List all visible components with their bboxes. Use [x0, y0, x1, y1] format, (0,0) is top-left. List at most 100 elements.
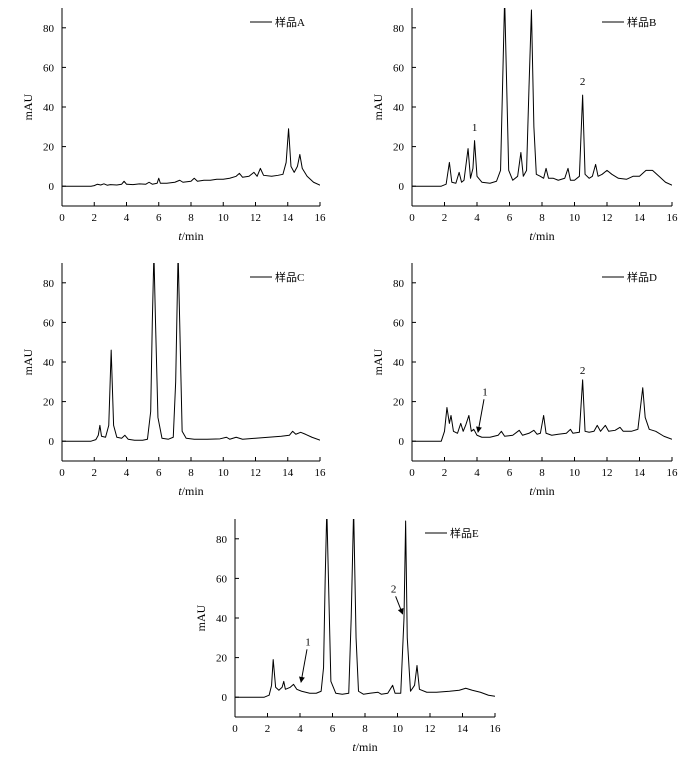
x-tick-label: 4 [474, 212, 480, 224]
x-tick-label: 14 [282, 212, 294, 224]
x-axis-title: t/min [529, 484, 554, 498]
peak-arrow-2 [395, 596, 404, 615]
x-tick-label: 0 [409, 212, 415, 224]
x-tick-label: 16 [315, 212, 327, 224]
x-tick-label: 12 [602, 212, 613, 224]
y-tick-label: 60 [43, 62, 55, 74]
x-axis-title-unit: /min [533, 229, 555, 243]
chart-panel-1: 0 2 4 6 8 10 12 14 16 0 20 40 60 80 t/min mAU 样品A [21, 8, 326, 243]
x-tick-label: 14 [634, 467, 646, 479]
chromatogram-trace [235, 519, 495, 698]
x-tick-label: 4 [474, 467, 480, 479]
y-tick-label: 20 [43, 142, 55, 154]
x-axis-title: t/min [529, 229, 554, 243]
x-tick-label: 4 [124, 467, 130, 479]
x-tick-label: 6 [156, 212, 162, 224]
y-tick-label: 60 [43, 317, 55, 329]
legend-label: 样品B [627, 15, 656, 29]
x-tick-label: 14 [634, 212, 646, 224]
x-tick-label: 10 [392, 723, 404, 735]
x-tick-label: 8 [539, 212, 545, 224]
x-tick-label: 16 [490, 723, 502, 735]
x-axis-title: t/min [352, 740, 377, 754]
x-tick-label: 14 [457, 723, 469, 735]
x-tick-label: 10 [569, 212, 581, 224]
x-tick-label: 12 [250, 212, 261, 224]
x-tick-label: 12 [425, 723, 436, 735]
y-tick-label: 60 [393, 62, 405, 74]
peak-label-2: 2 [580, 76, 586, 88]
x-axis-title-unit: /min [533, 484, 555, 498]
peak-label-1: 1 [305, 636, 311, 648]
y-axis-title: mAU [21, 93, 35, 120]
x-tick-label: 12 [250, 467, 261, 479]
x-axis-title-unit: /min [182, 484, 204, 498]
x-tick-label: 8 [188, 467, 194, 479]
x-tick-label: 0 [59, 467, 65, 479]
chromatogram-trace [412, 379, 672, 442]
x-tick-label: 2 [442, 467, 448, 479]
x-axis-title-symbol: t [178, 484, 182, 498]
y-tick-label: 20 [393, 397, 405, 409]
legend-label: 样品A [275, 15, 305, 29]
y-tick-label: 80 [393, 23, 405, 35]
x-tick-label: 16 [667, 212, 679, 224]
x-tick-label: 2 [92, 212, 98, 224]
x-tick-label: 6 [330, 723, 336, 735]
x-tick-label: 0 [59, 212, 65, 224]
peak-label-1: 1 [482, 386, 488, 398]
chromatogram-trace [62, 263, 320, 442]
x-tick-label: 0 [409, 467, 415, 479]
x-tick-label: 14 [282, 467, 294, 479]
x-tick-label: 4 [297, 723, 303, 735]
x-axis-title-symbol: t [529, 484, 533, 498]
x-tick-label: 16 [315, 467, 327, 479]
y-tick-label: 20 [43, 397, 55, 409]
x-axis-title: t/min [178, 229, 203, 243]
y-tick-label: 40 [393, 357, 405, 369]
peak-label-1: 1 [472, 122, 478, 134]
y-tick-label: 0 [49, 181, 55, 193]
y-tick-label: 40 [43, 357, 55, 369]
legend-label: 样品E [450, 526, 479, 540]
x-axis-title-unit: /min [356, 740, 378, 754]
y-tick-label: 40 [216, 613, 228, 625]
y-tick-label: 0 [49, 436, 55, 448]
x-tick-label: 16 [667, 467, 679, 479]
y-tick-label: 80 [43, 278, 55, 290]
x-tick-label: 2 [442, 212, 448, 224]
x-axis-title-unit: /min [182, 229, 204, 243]
y-tick-label: 20 [216, 653, 228, 665]
peak-arrow-1 [476, 399, 485, 433]
x-tick-label: 6 [507, 212, 513, 224]
x-axis-title: t/min [178, 484, 203, 498]
chromatogram-trace [62, 128, 320, 187]
x-axis-title-symbol: t [529, 229, 533, 243]
legend-label: 样品C [275, 270, 304, 284]
x-tick-label: 8 [188, 212, 194, 224]
y-tick-label: 80 [393, 278, 405, 290]
x-axis-title-symbol: t [178, 229, 182, 243]
y-axis-title: mAU [371, 348, 385, 375]
chromatogram-trace [412, 8, 672, 187]
y-tick-label: 60 [216, 573, 228, 585]
x-tick-label: 6 [507, 467, 513, 479]
y-axis-title: mAU [371, 93, 385, 120]
y-axis-title: mAU [194, 604, 208, 631]
y-tick-label: 0 [399, 436, 405, 448]
y-tick-label: 40 [43, 102, 55, 114]
x-tick-label: 6 [156, 467, 162, 479]
x-tick-label: 10 [218, 467, 230, 479]
y-tick-label: 20 [393, 142, 405, 154]
y-tick-label: 80 [43, 23, 55, 35]
x-tick-label: 2 [92, 467, 98, 479]
peak-label-2: 2 [580, 365, 586, 377]
peak-arrow-1 [299, 649, 308, 683]
y-tick-label: 40 [393, 102, 405, 114]
y-tick-label: 0 [399, 181, 405, 193]
x-tick-label: 10 [569, 467, 581, 479]
